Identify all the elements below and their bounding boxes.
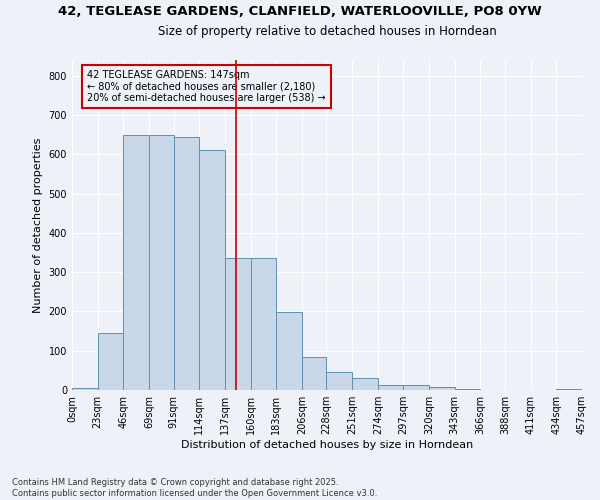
- Bar: [378, 386, 403, 390]
- Y-axis label: Number of detached properties: Number of detached properties: [33, 138, 43, 312]
- Bar: [455, 389, 481, 390]
- Bar: [352, 378, 378, 390]
- Text: 42, TEGLEASE GARDENS, CLANFIELD, WATERLOOVILLE, PO8 0YW: 42, TEGLEASE GARDENS, CLANFIELD, WATERLO…: [58, 5, 542, 18]
- Bar: [72, 388, 98, 390]
- Bar: [98, 333, 124, 390]
- Bar: [124, 136, 149, 390]
- Bar: [403, 386, 429, 390]
- Bar: [429, 387, 455, 390]
- Bar: [326, 372, 352, 390]
- Text: 42 TEGLEASE GARDENS: 147sqm
← 80% of detached houses are smaller (2,180)
20% of : 42 TEGLEASE GARDENS: 147sqm ← 80% of det…: [88, 70, 326, 103]
- Bar: [276, 312, 302, 390]
- Bar: [251, 258, 276, 390]
- Bar: [173, 136, 199, 390]
- Bar: [149, 136, 173, 390]
- Bar: [225, 258, 251, 390]
- Bar: [302, 356, 326, 390]
- X-axis label: Distribution of detached houses by size in Horndean: Distribution of detached houses by size …: [181, 440, 473, 450]
- Bar: [199, 150, 225, 390]
- Bar: [556, 389, 582, 390]
- Text: Contains HM Land Registry data © Crown copyright and database right 2025.
Contai: Contains HM Land Registry data © Crown c…: [12, 478, 377, 498]
- Title: Size of property relative to detached houses in Horndean: Size of property relative to detached ho…: [158, 25, 496, 38]
